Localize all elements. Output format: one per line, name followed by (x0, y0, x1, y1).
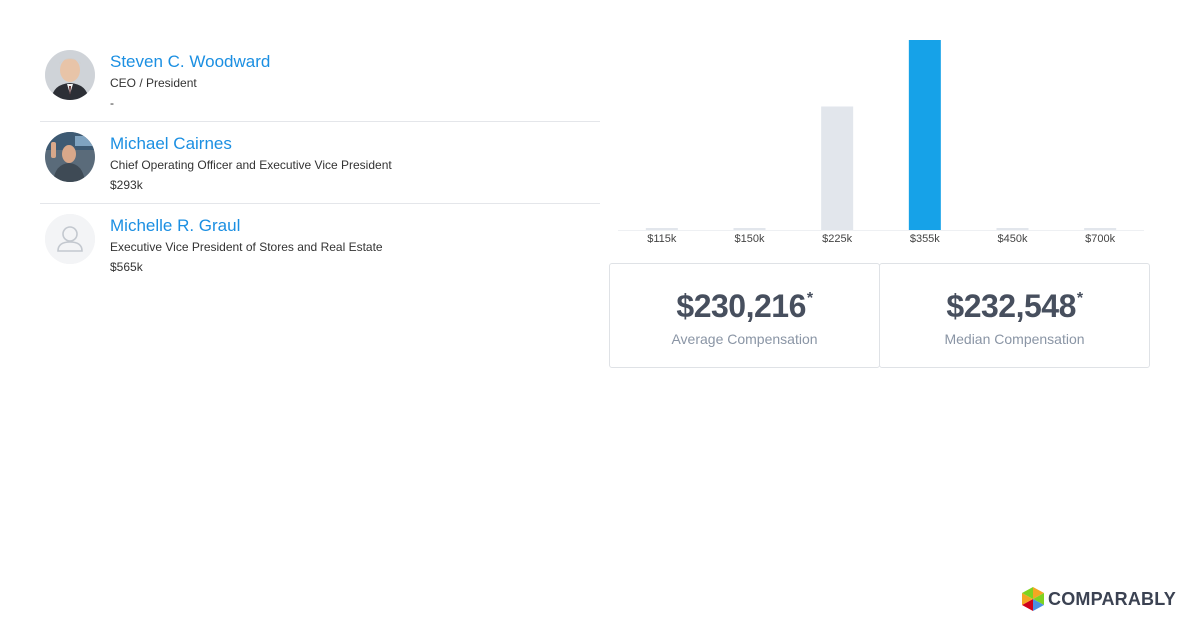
histogram-bar[interactable] (1084, 228, 1117, 230)
executive-name[interactable]: Michael Cairnes (110, 134, 232, 153)
histogram-bar[interactable] (996, 228, 1029, 230)
median-compensation-label: Median Compensation (944, 331, 1085, 347)
executive-avatar[interactable] (45, 50, 95, 100)
executive-title: CEO / President (110, 76, 197, 90)
x-tick-label: $150k (735, 233, 765, 245)
asterisk: * (1076, 290, 1083, 307)
executive-name[interactable]: Steven C. Woodward (110, 52, 271, 71)
executive-compensation: $565k (110, 260, 143, 274)
executive-list: Steven C. Woodward CEO / President - Mic… (40, 40, 600, 286)
executive-avatar[interactable] (45, 132, 95, 182)
x-tick-label: $450k (998, 233, 1028, 245)
executive-row[interactable]: Steven C. Woodward CEO / President - (40, 40, 600, 122)
executive-name[interactable]: Michelle R. Graul (110, 216, 241, 235)
x-tick-label: $700k (1085, 233, 1115, 245)
executive-title: Executive Vice President of Stores and R… (110, 240, 383, 254)
person-photo-icon (45, 50, 95, 100)
executive-compensation: $293k (110, 178, 143, 192)
executive-title: Chief Operating Officer and Executive Vi… (110, 158, 392, 172)
compensation-histogram: $115k $150k $225k $355k $450k $700k (618, 30, 1144, 252)
logo-facet (1033, 587, 1044, 599)
median-compensation-value: $232,548* (946, 288, 1083, 324)
logo-facet (1022, 587, 1033, 599)
histogram-bar[interactable] (821, 106, 854, 231)
executive-row[interactable]: Michelle R. Graul Executive Vice Preside… (40, 204, 600, 286)
histogram-bar[interactable] (645, 228, 678, 230)
executive-compensation: - (110, 96, 114, 110)
x-tick-label: $225k (822, 233, 852, 245)
median-compensation-card: $232,548* Median Compensation (879, 263, 1150, 368)
histogram-bar[interactable] (733, 228, 766, 230)
user-placeholder-icon (45, 214, 95, 264)
comparably-logo[interactable]: COMPARABLY (1020, 586, 1185, 612)
person-photo-icon (45, 132, 95, 182)
logo-facet (1033, 593, 1044, 605)
histogram-svg: $115k $150k $225k $355k $450k $700k (618, 40, 1144, 245)
executive-avatar[interactable] (45, 214, 95, 264)
x-tick-label: $355k (910, 233, 940, 245)
x-tick-label: $115k (647, 233, 677, 245)
average-compensation-value: $230,216* (676, 288, 813, 324)
comparably-logo-icon (1022, 587, 1044, 611)
logo-facet (1022, 599, 1033, 611)
logo-facet (1022, 593, 1033, 605)
average-compensation-label: Average Compensation (671, 331, 818, 347)
executive-row[interactable]: Michael Cairnes Chief Operating Officer … (40, 122, 600, 204)
logo-facet (1033, 599, 1044, 611)
brand-name: COMPARABLY (1048, 589, 1177, 609)
average-compensation-card: $230,216* Average Compensation (609, 263, 880, 368)
histogram-bar[interactable] (908, 40, 941, 230)
asterisk: * (806, 290, 813, 307)
